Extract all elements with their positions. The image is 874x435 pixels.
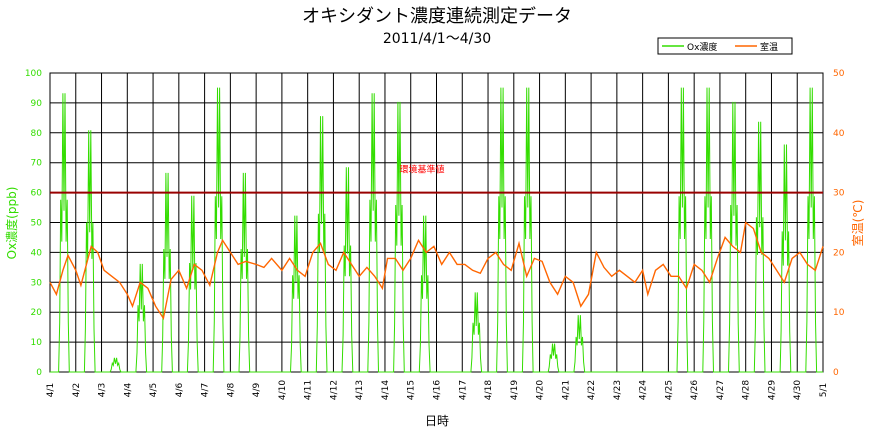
plot-area: 4/1 4/2 4/3 4/4 4/5 4/6 4/7 4/8 4/9 4/10 4/11 4/12 4… [25, 69, 845, 400]
x-tick-label: 4/3 [98, 383, 108, 397]
x-tick-label: 4/29 [767, 380, 777, 400]
x-tick-label: 4/19 [510, 380, 520, 400]
x-tick-label: 4/11 [304, 380, 314, 400]
chart-subtitle: 2011/4/1～4/30 [383, 31, 491, 47]
series-temp-line [49, 221, 824, 321]
x-axis-label: 日時 [425, 414, 449, 428]
x-tick-label: 4/14 [381, 380, 391, 400]
x-tick-label: 4/20 [536, 380, 546, 400]
x-tick-label: 4/4 [123, 382, 133, 397]
x-tick-label: 4/24 [639, 380, 649, 400]
x-tick-label: 4/9 [252, 382, 262, 397]
x-tick-label: 4/21 [561, 380, 571, 400]
x-tick-label: 4/2 [72, 383, 82, 397]
x-tick-label: 4/16 [433, 380, 443, 400]
y-axis-label-left: Ox濃度(ppb) [4, 187, 19, 260]
y-tick-label-right: 40 [833, 129, 845, 139]
y-axis-label-right: 室温(℃) [850, 200, 865, 247]
x-tick-label: 4/7 [201, 383, 211, 397]
x-tick-label: 4/18 [484, 380, 494, 400]
x-tick-label: 4/26 [690, 380, 700, 400]
x-tick-label: 4/25 [664, 380, 674, 400]
reference-line-label: 環境基準値 [399, 164, 444, 176]
y-tick-label-left: 90 [31, 99, 43, 109]
x-tick-label: 4/10 [278, 380, 288, 400]
y-tick-label-left: 80 [31, 129, 43, 139]
y-tick-label-left: 20 [31, 308, 43, 318]
y-tick-label-left: 40 [31, 248, 43, 258]
series-ox-line [50, 87, 823, 373]
y-tick-label-right: 50 [833, 69, 845, 79]
x-tick-label: 4/17 [458, 380, 468, 400]
x-tick-label: 4/23 [613, 380, 623, 400]
y-tick-label-left: 10 [31, 338, 43, 348]
x-tick-label: 4/12 [329, 380, 339, 400]
y-tick-label-left: 30 [31, 278, 43, 288]
y-tick-label-left: 70 [31, 159, 43, 169]
y-tick-label-left: 0 [36, 368, 42, 378]
x-tick-label: 4/6 [175, 382, 185, 397]
y-tick-label-right: 30 [833, 189, 845, 199]
y-tick-label-left: 60 [31, 189, 43, 199]
legend-ox-label: Ox濃度 [687, 41, 717, 53]
x-tick-label: 4/27 [716, 380, 726, 400]
x-tick-label: 4/8 [226, 382, 236, 397]
x-tick-label: 4/15 [407, 380, 417, 400]
y-tick-label-left: 50 [31, 219, 43, 229]
x-tick-label: 4/30 [793, 380, 803, 400]
x-tick-label: 4/1 [46, 383, 56, 397]
x-tick-label: 5/1 [819, 383, 829, 397]
y-tick-label-right: 0 [833, 368, 839, 378]
x-tick-label: 4/5 [149, 383, 159, 397]
x-tick-label: 4/13 [355, 380, 365, 400]
x-tick-label: 4/22 [587, 380, 597, 400]
y-tick-label-right: 20 [833, 248, 845, 258]
legend-temp-label: 室温 [760, 41, 778, 53]
legend-box [657, 37, 793, 55]
y-tick-label-left: 100 [25, 69, 42, 79]
chart-title: オキシダント濃度連続測定データ [302, 6, 572, 27]
y-tick-label-right: 10 [833, 308, 845, 318]
x-tick-label: 4/28 [742, 380, 752, 400]
legend: Ox濃度 室温 [657, 37, 793, 55]
